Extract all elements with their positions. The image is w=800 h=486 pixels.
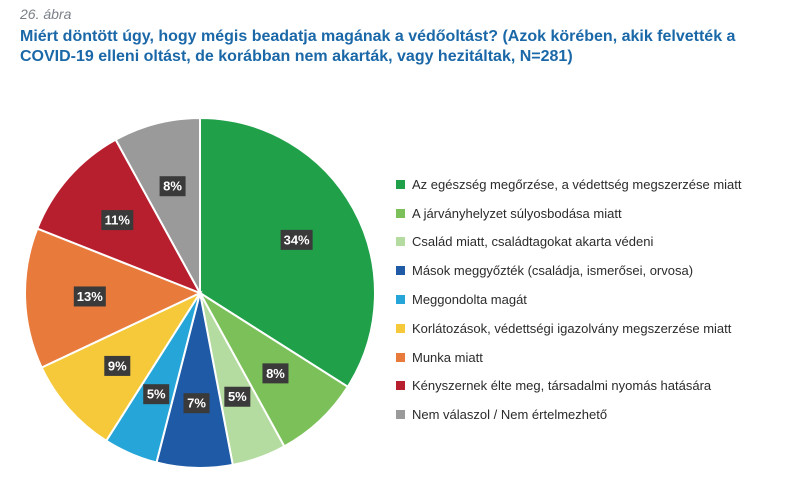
legend-swatch <box>396 381 405 391</box>
pie-data-label-text: 5% <box>147 387 166 402</box>
pie-slice-nem-valaszol-nem-ertelmezheto <box>114 116 201 294</box>
legend-item: Mások meggyőzték (családja, ismerősei, o… <box>396 256 742 285</box>
legend-label: Munka miatt <box>412 349 483 365</box>
pie-data-label-text: 34% <box>284 232 310 247</box>
legend-label: Kényszernek élte meg, társadalmi nyomás … <box>412 378 712 394</box>
legend-item: Meggondolta magát <box>396 285 742 314</box>
legend-swatch <box>396 266 405 276</box>
legend-item: Család miatt, családtagokat akarta véden… <box>396 228 742 257</box>
pie-data-label-text: 13% <box>77 289 103 304</box>
pie-data-label-text: 8% <box>163 179 182 194</box>
pie-data-label: 13% <box>73 286 106 307</box>
legend-item: Kényszernek élte meg, társadalmi nyomás … <box>396 372 742 401</box>
chart-legend: Az egészség megőrzése, a védettség megsz… <box>396 170 742 429</box>
legend-label: A járványhelyzet súlyosbodása miatt <box>412 205 622 221</box>
pie-slice-munka-miatt <box>24 227 203 369</box>
legend-item: Az egészség megőrzése, a védettség megsz… <box>396 170 742 199</box>
legend-swatch <box>396 352 405 362</box>
pie-data-label-text: 8% <box>266 366 285 381</box>
legend-item: Nem válaszol / Nem értelmezhető <box>396 400 742 429</box>
legend-label: Nem válaszol / Nem értelmezhető <box>412 407 608 423</box>
legend-swatch <box>396 323 405 333</box>
legend-swatch <box>396 295 405 305</box>
pie-data-label-text: 5% <box>228 389 247 404</box>
legend-label: Meggondolta magát <box>412 292 527 308</box>
legend-item: Korlátozások, védettségi igazolvány megs… <box>396 314 742 343</box>
pie-data-label: 5% <box>143 384 170 405</box>
legend-label: Mások meggyőzték (családja, ismerősei, o… <box>412 263 694 279</box>
legend-swatch <box>396 237 405 247</box>
pie-data-label: 9% <box>104 355 131 376</box>
legend-label: Korlátozások, védettségi igazolvány megs… <box>412 320 732 336</box>
legend-swatch <box>396 208 405 218</box>
legend-item: A járványhelyzet súlyosbodása miatt <box>396 199 742 228</box>
pie-data-label: 5% <box>224 386 251 407</box>
pie-chart: 34% 8% 5% 7% 5% 9% 13% 11% 8% <box>24 116 376 469</box>
pie-data-label-text: 7% <box>187 396 206 411</box>
pie-data-label: 8% <box>262 363 289 384</box>
legend-label: Az egészség megőrzése, a védettség megsz… <box>412 176 742 192</box>
legend-swatch <box>396 179 405 189</box>
pie-data-label: 11% <box>101 210 134 231</box>
figure-label: 26. ábra <box>20 6 72 22</box>
pie-data-label-text: 11% <box>105 213 131 228</box>
legend-item: Munka miatt <box>396 343 742 372</box>
pie-data-label: 7% <box>183 393 210 414</box>
pie-slice-az-egeszseg-megorzese-a-vedettseg-megszerzese-miatt <box>199 116 376 389</box>
pie-data-label-text: 9% <box>108 358 127 373</box>
pie-data-label: 8% <box>159 176 186 197</box>
chart-title: Miért döntött úgy, hogy mégis beadatja m… <box>20 28 736 65</box>
pie-data-label: 34% <box>280 229 313 250</box>
legend-label: Család miatt, családtagokat akarta véden… <box>412 234 654 250</box>
legend-swatch <box>396 410 405 420</box>
